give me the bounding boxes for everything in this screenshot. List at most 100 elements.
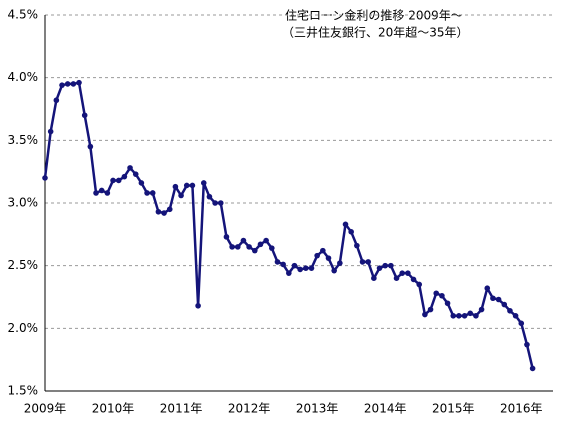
point [348, 229, 354, 235]
point [53, 97, 60, 104]
point [359, 259, 366, 265]
point [138, 180, 145, 186]
y-tick-label: 1.5% [8, 384, 39, 398]
point [433, 290, 440, 297]
x-tick-label: 2012年 [228, 402, 271, 416]
point [484, 285, 491, 292]
chart-title: 住宅ローン金利の推移 2009年～ [285, 8, 463, 23]
point [337, 260, 343, 266]
x-tick-label: 2013年 [296, 402, 339, 416]
point [416, 281, 423, 288]
point [427, 306, 434, 313]
point [93, 190, 99, 196]
line [43, 81, 534, 369]
point [507, 307, 513, 314]
point [399, 270, 406, 276]
point [251, 247, 258, 254]
point [478, 306, 485, 313]
point [365, 259, 371, 265]
point [110, 177, 116, 184]
y-tick-label: 4.0% [8, 70, 39, 84]
point [388, 262, 394, 269]
point [461, 313, 468, 319]
point [76, 79, 82, 86]
point [149, 190, 156, 196]
point [371, 275, 377, 282]
point [234, 244, 241, 250]
point [42, 175, 48, 181]
point [524, 341, 530, 348]
point [178, 192, 184, 199]
point [393, 275, 400, 282]
point [473, 313, 479, 319]
point [495, 296, 502, 303]
x-tick-label: 2010年 [92, 402, 135, 416]
point [376, 265, 383, 271]
point [81, 112, 88, 119]
point [331, 267, 337, 274]
x-tick-label: 2014年 [364, 402, 407, 416]
point [444, 300, 451, 307]
point [529, 365, 536, 372]
point [308, 265, 315, 271]
point [166, 206, 173, 213]
y-tick-label: 2.5% [8, 258, 39, 272]
point [217, 200, 224, 206]
point [64, 81, 71, 87]
point [189, 182, 196, 189]
point [405, 270, 411, 276]
point [127, 165, 133, 171]
x-tick-label: 2016年 [500, 402, 543, 416]
point [439, 292, 445, 299]
point [223, 234, 230, 240]
point [269, 245, 275, 251]
point [229, 244, 235, 250]
point [87, 143, 94, 150]
y-tick-label: 4.5% [8, 8, 39, 22]
point [422, 311, 428, 318]
point [121, 173, 128, 180]
point [325, 255, 332, 261]
y-tick-label: 3.5% [8, 133, 39, 147]
point [212, 200, 218, 206]
point [144, 190, 150, 196]
point [450, 313, 457, 319]
point [70, 81, 77, 87]
point [354, 242, 360, 249]
point [246, 244, 252, 250]
point [512, 313, 519, 319]
point [155, 208, 162, 215]
point [467, 310, 474, 317]
point [410, 276, 417, 283]
point [257, 241, 264, 248]
point [200, 180, 207, 186]
point [518, 320, 525, 327]
point [314, 252, 320, 259]
point [104, 190, 111, 196]
chart-subtitle: （三井住友銀行、20年超～35年） [282, 25, 469, 40]
y-tick-label: 3.0% [8, 196, 39, 210]
point [161, 210, 167, 216]
point [47, 128, 54, 135]
point [501, 301, 508, 308]
point [115, 177, 122, 184]
point [195, 302, 201, 309]
x-tick-label: 2011年 [160, 402, 203, 416]
point [320, 247, 326, 254]
point [132, 171, 139, 177]
x-tick-label: 2015年 [432, 402, 475, 416]
point [297, 266, 303, 273]
point [456, 313, 462, 319]
point [382, 262, 389, 269]
point [342, 221, 349, 228]
point [240, 237, 247, 244]
point [98, 187, 105, 194]
x-tick-label: 2009年 [24, 402, 67, 416]
point [274, 259, 281, 265]
point [286, 270, 292, 276]
point [303, 265, 309, 271]
point [206, 193, 213, 200]
point [280, 261, 286, 268]
point [291, 262, 298, 269]
